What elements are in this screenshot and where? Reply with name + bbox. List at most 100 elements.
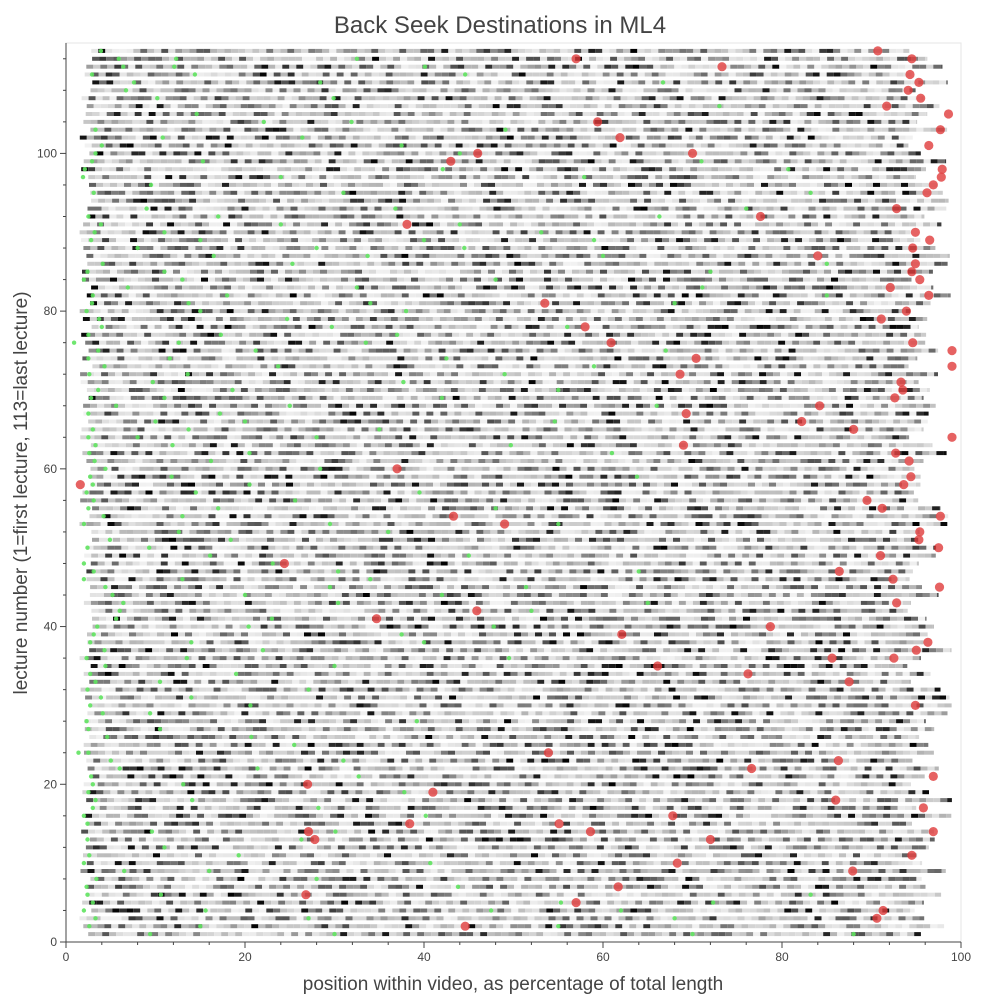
density-segment bbox=[913, 640, 921, 645]
density-segment bbox=[910, 719, 918, 724]
density-segment bbox=[899, 711, 907, 716]
density-segment bbox=[335, 703, 343, 708]
density-segment bbox=[387, 916, 395, 921]
density-segment bbox=[367, 892, 375, 897]
density-segment bbox=[245, 750, 252, 755]
density-segment bbox=[913, 766, 921, 771]
density-segment bbox=[827, 813, 835, 818]
density-segment bbox=[349, 876, 357, 881]
density-segment bbox=[755, 671, 763, 676]
density-segment bbox=[444, 892, 452, 897]
density-segment bbox=[836, 687, 844, 692]
density-segment bbox=[682, 640, 690, 645]
density-segment bbox=[871, 821, 879, 826]
density-segment bbox=[409, 869, 417, 873]
density-segment bbox=[659, 695, 667, 700]
density-segment bbox=[460, 648, 468, 653]
density-segment bbox=[196, 750, 203, 755]
density-segment bbox=[906, 892, 914, 897]
density-segment bbox=[91, 908, 99, 913]
density-segment bbox=[223, 664, 231, 668]
density-segment bbox=[521, 869, 529, 873]
density-segment bbox=[568, 624, 576, 629]
density-segment bbox=[258, 742, 266, 747]
density-segment bbox=[640, 766, 648, 771]
density-segment bbox=[647, 766, 655, 771]
density-segment bbox=[855, 813, 863, 818]
density-segment bbox=[774, 932, 782, 937]
density-segment bbox=[162, 813, 170, 818]
density-segment bbox=[419, 742, 427, 747]
density-segment bbox=[878, 892, 886, 897]
density-segment bbox=[475, 742, 483, 747]
density-segment bbox=[154, 608, 162, 613]
density-segment bbox=[588, 727, 596, 732]
density-segment bbox=[157, 869, 165, 873]
density-segment bbox=[944, 703, 952, 708]
density-segment bbox=[834, 695, 842, 700]
density-segment bbox=[763, 908, 771, 913]
density-segment bbox=[654, 687, 662, 692]
density-segment bbox=[899, 821, 907, 826]
density-segment bbox=[652, 624, 660, 629]
density-segment bbox=[421, 695, 429, 700]
density-segment bbox=[271, 648, 279, 653]
density-segment bbox=[650, 853, 657, 858]
density-segment bbox=[893, 932, 901, 937]
density-segment bbox=[310, 656, 318, 661]
density-segment bbox=[341, 679, 349, 684]
density-segment bbox=[846, 742, 854, 747]
density-segment bbox=[918, 774, 925, 779]
density-segment bbox=[367, 640, 375, 645]
density-segment bbox=[642, 790, 650, 795]
density-segment bbox=[611, 798, 619, 803]
density-segment bbox=[681, 758, 689, 763]
density-segment bbox=[423, 687, 431, 692]
density-segment bbox=[787, 711, 795, 716]
density-segment bbox=[734, 671, 742, 676]
density-segment bbox=[335, 853, 342, 858]
density-segment bbox=[156, 656, 164, 661]
density-segment bbox=[785, 616, 792, 621]
density-segment bbox=[492, 656, 500, 661]
density-segment bbox=[421, 845, 429, 850]
density-segment bbox=[398, 924, 406, 929]
density-segment bbox=[797, 742, 805, 747]
density-segment bbox=[610, 624, 618, 629]
density-segment bbox=[552, 742, 560, 747]
density-segment bbox=[826, 727, 834, 732]
density-segment bbox=[332, 869, 340, 873]
density-segment bbox=[702, 861, 710, 866]
density-segment bbox=[688, 656, 696, 661]
density-segment bbox=[462, 750, 469, 755]
density-segment bbox=[176, 813, 184, 818]
density-segment bbox=[127, 616, 134, 621]
density-segment bbox=[701, 845, 709, 850]
density-segment bbox=[608, 742, 616, 747]
density-segment bbox=[698, 790, 706, 795]
density-segment bbox=[201, 679, 209, 684]
density-segment bbox=[130, 932, 138, 937]
density-segment bbox=[728, 727, 736, 732]
density-segment bbox=[412, 671, 420, 676]
density-segment bbox=[316, 616, 323, 621]
density-segment bbox=[120, 774, 128, 779]
density-segment bbox=[378, 750, 385, 755]
density-segment bbox=[731, 687, 739, 692]
density-segment bbox=[220, 869, 228, 873]
density-segment bbox=[136, 640, 144, 645]
density-segment bbox=[849, 916, 857, 921]
density-segment bbox=[209, 924, 217, 929]
density-segment bbox=[288, 845, 296, 850]
density-segment bbox=[505, 813, 513, 818]
density-segment bbox=[601, 703, 609, 708]
density-segment bbox=[391, 876, 399, 881]
density-segment bbox=[842, 656, 850, 661]
density-segment bbox=[742, 750, 749, 755]
density-segment bbox=[458, 711, 466, 716]
density-segment bbox=[897, 616, 904, 621]
density-segment bbox=[99, 805, 107, 810]
density-segment bbox=[703, 884, 711, 889]
density-segment bbox=[747, 735, 755, 739]
density-segment bbox=[615, 664, 623, 668]
